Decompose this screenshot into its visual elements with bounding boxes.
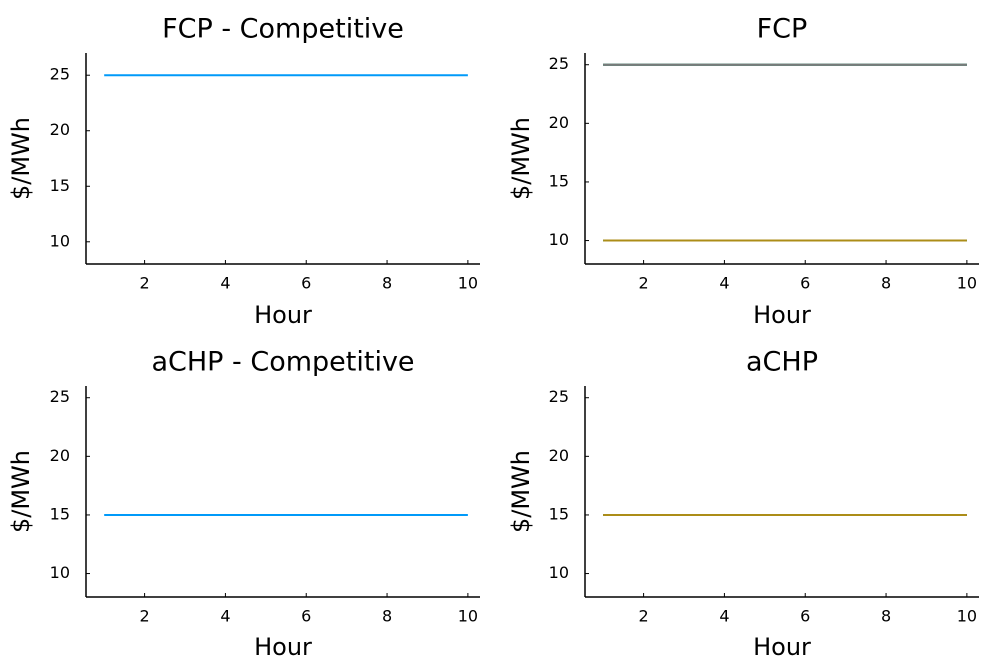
y-axis-label: $/MWh (7, 450, 35, 533)
x-tick-label: 8 (881, 607, 891, 626)
x-tick-label: 10 (458, 607, 478, 626)
y-axis-label: $/MWh (7, 117, 35, 200)
x-tick-label: 8 (881, 274, 891, 293)
x-tick-label: 8 (382, 607, 392, 626)
x-tick-label: 4 (220, 607, 230, 626)
chart-title: aCHP - Competitive (151, 347, 414, 378)
y-tick-label: 25 (549, 54, 569, 73)
chart-panel-1: FCP - Competitive 2 4 6 8 10 10 15 20 25 Hour $/MWh (7, 14, 480, 329)
y-tick-label: 10 (50, 563, 70, 582)
y-tick-label: 10 (549, 563, 569, 582)
chart-title: FCP - Competitive (162, 14, 404, 45)
chart-panel-4: aCHP 2 4 6 8 10 10 15 20 25 Hour $/MWh (507, 347, 979, 661)
y-tick-label: 15 (549, 171, 569, 190)
y-axis-label: $/MWh (507, 450, 535, 533)
x-tick-label: 2 (639, 274, 649, 293)
y-tick-label: 20 (50, 120, 70, 139)
y-tick-label: 10 (549, 230, 569, 249)
x-tick-label: 10 (957, 274, 977, 293)
y-tick-label: 20 (50, 446, 70, 465)
x-tick-label: 6 (800, 274, 810, 293)
x-tick-label: 2 (140, 607, 150, 626)
y-tick-label: 20 (549, 446, 569, 465)
chart-panel-3: aCHP - Competitive 2 4 6 8 10 10 15 20 25 Hour $/MW… (7, 347, 480, 661)
y-tick-label: 15 (549, 504, 569, 523)
chart-title: aCHP (746, 347, 818, 378)
y-tick-label: 20 (549, 113, 569, 132)
y-axis-label: $/MWh (507, 117, 535, 200)
x-tick-label: 2 (140, 274, 150, 293)
x-tick-label: 4 (719, 607, 729, 626)
x-tick-label: 8 (382, 274, 392, 293)
x-tick-label: 6 (301, 607, 311, 626)
chart-title: FCP (757, 14, 808, 45)
x-tick-label: 4 (220, 274, 230, 293)
x-tick-label: 10 (957, 607, 977, 626)
x-tick-label: 6 (800, 607, 810, 626)
x-axis-label: Hour (753, 633, 811, 661)
x-tick-label: 4 (719, 274, 729, 293)
x-axis-label: Hour (753, 301, 811, 329)
y-tick-label: 25 (50, 387, 70, 406)
x-tick-label: 10 (458, 274, 478, 293)
x-axis-label: Hour (254, 301, 312, 329)
y-tick-label: 15 (50, 176, 70, 195)
y-tick-label: 10 (50, 231, 70, 250)
chart-panel-2: FCP 2 4 6 8 10 10 15 20 25 Hour $/MWh (507, 14, 979, 329)
y-tick-label: 15 (50, 504, 70, 523)
y-tick-label: 25 (50, 65, 70, 84)
x-axis-label: Hour (254, 633, 312, 661)
y-tick-label: 25 (549, 387, 569, 406)
x-tick-label: 6 (301, 274, 311, 293)
x-tick-label: 2 (639, 607, 649, 626)
